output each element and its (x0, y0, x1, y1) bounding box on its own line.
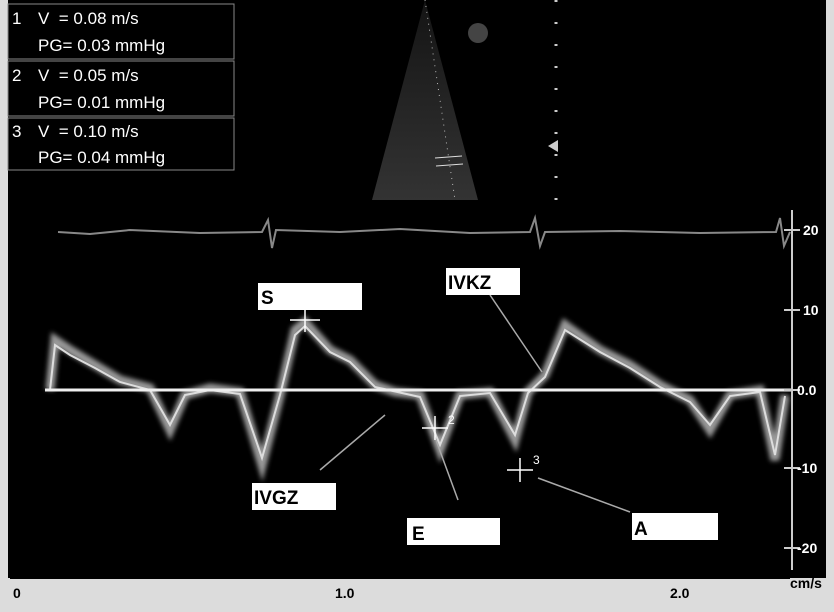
y-tick-label: -20 (797, 540, 817, 556)
annotation-label: IVKZ (448, 273, 492, 294)
pressure-gradient: PG= 0.01 mmHg (38, 93, 165, 112)
x-tick-label: 0 (13, 585, 21, 601)
measurement-index: 2 (12, 66, 21, 85)
x-tick-label: 2.0 (670, 585, 690, 601)
velocity: V = 0.05 m/s (38, 66, 139, 85)
velocity: V = 0.10 m/s (38, 122, 139, 141)
pressure-gradient: PG= 0.04 mmHg (38, 148, 165, 167)
caliper-number: 3 (533, 453, 540, 467)
annotation-label: S (261, 288, 274, 309)
measurement-index: 3 (12, 122, 21, 141)
y-tick-label: 0.0 (797, 382, 817, 398)
annotation-label: IVGZ (254, 488, 299, 509)
indicator (468, 23, 488, 43)
caliper-number: 2 (448, 413, 455, 427)
doppler-screen: 1 V = 0.08 m/s PG= 0.03 mmHg 2 V = 0.05 … (0, 0, 834, 612)
pressure-gradient: PG= 0.03 mmHg (38, 36, 165, 55)
measurement-index: 1 (12, 9, 21, 28)
x-tick-label: 1.0 (335, 585, 355, 601)
annotation-label: E (412, 524, 425, 545)
axis-unit: cm/s (790, 575, 822, 591)
y-tick-label: -10 (797, 460, 817, 476)
y-tick-label: 10 (803, 302, 819, 318)
velocity: V = 0.08 m/s (38, 9, 139, 28)
y-tick-label: 20 (803, 222, 819, 238)
annotation-label: A (634, 519, 648, 540)
